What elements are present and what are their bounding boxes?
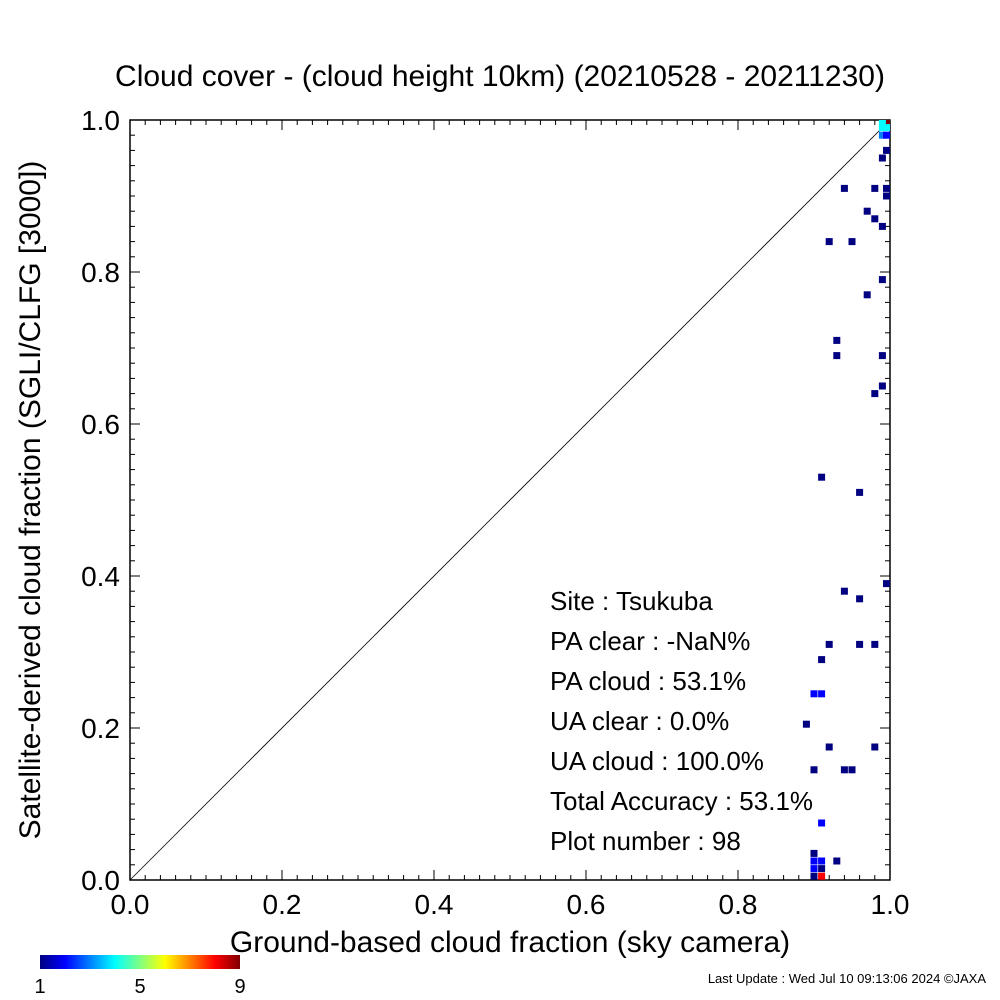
statistics-box: Site : Tsukuba PA clear : -NaN% PA cloud :… bbox=[550, 586, 813, 856]
data-point bbox=[856, 488, 864, 496]
data-point bbox=[818, 865, 826, 873]
stat-line: UA clear : 0.0% bbox=[550, 706, 729, 736]
data-point bbox=[833, 352, 841, 360]
data-point bbox=[878, 382, 886, 390]
data-point bbox=[825, 743, 833, 751]
colorbar: 1 5 9 bbox=[34, 955, 246, 998]
data-point bbox=[878, 222, 886, 230]
data-point bbox=[833, 336, 841, 344]
data-point bbox=[856, 595, 864, 603]
data-point bbox=[871, 215, 879, 223]
data-point bbox=[856, 640, 864, 648]
data-point bbox=[818, 819, 826, 827]
data-point bbox=[810, 865, 818, 873]
colorbar-gradient bbox=[40, 955, 240, 969]
data-point bbox=[810, 857, 818, 865]
data-point bbox=[848, 238, 856, 246]
data-point bbox=[863, 291, 871, 299]
data-point bbox=[840, 587, 848, 595]
colorbar-tick-label: 9 bbox=[234, 976, 245, 998]
stat-line: Total Accuracy : 53.1% bbox=[550, 786, 813, 816]
data-point bbox=[863, 207, 871, 215]
data-point bbox=[883, 120, 890, 127]
data-point bbox=[810, 690, 818, 698]
data-point bbox=[878, 131, 886, 139]
data-point bbox=[883, 184, 890, 192]
data-points bbox=[802, 120, 890, 880]
data-point bbox=[871, 743, 879, 751]
data-point bbox=[818, 473, 826, 481]
data-point bbox=[871, 390, 879, 398]
stat-line: PA cloud : 53.1% bbox=[550, 666, 746, 696]
data-point bbox=[840, 766, 848, 774]
data-point bbox=[883, 131, 890, 139]
data-point bbox=[818, 656, 826, 664]
data-point bbox=[825, 640, 833, 648]
y-tick-label: 0.0 bbox=[81, 865, 120, 896]
y-axis-title: Satellite-derived cloud fraction (SGLI/C… bbox=[14, 161, 47, 840]
tick-labels: 0.0 0.2 0.4 0.6 0.8 1.0 0.0 0.2 0.4 0.6 0.8 1.0 bbox=[81, 105, 909, 920]
data-point bbox=[871, 184, 879, 192]
colorbar-tick-label: 5 bbox=[134, 976, 145, 998]
y-tick-label: 0.2 bbox=[81, 713, 120, 744]
data-point bbox=[810, 849, 818, 857]
plot-area: 0.0 0.2 0.4 0.6 0.8 1.0 0.0 0.2 0.4 0.6 0.8 1.0 bbox=[81, 105, 909, 920]
x-tick-label: 0.4 bbox=[415, 889, 454, 920]
x-tick-label: 0.2 bbox=[263, 889, 302, 920]
stat-line: UA cloud : 100.0% bbox=[550, 746, 764, 776]
data-point bbox=[878, 120, 886, 127]
data-point bbox=[878, 154, 886, 162]
x-tick-label: 0.8 bbox=[719, 889, 758, 920]
x-tick-label: 0.6 bbox=[567, 889, 606, 920]
data-point bbox=[818, 690, 826, 698]
x-tick-label: 0.0 bbox=[111, 889, 150, 920]
y-tick-label: 0.6 bbox=[81, 409, 120, 440]
x-axis-title: Ground-based cloud fraction (sky camera) bbox=[230, 926, 790, 959]
stat-line: PA clear : -NaN% bbox=[550, 626, 750, 656]
one-to-one-line bbox=[129, 119, 891, 881]
data-point bbox=[802, 720, 810, 728]
y-tick-label: 1.0 bbox=[81, 105, 120, 136]
chart-title: Cloud cover - (cloud height 10km) (20210… bbox=[115, 60, 885, 93]
minor-ticks bbox=[130, 120, 890, 880]
y-tick-label: 0.8 bbox=[81, 257, 120, 288]
stat-line: Site : Tsukuba bbox=[550, 586, 713, 616]
data-point bbox=[883, 192, 890, 200]
data-point bbox=[878, 124, 886, 132]
x-tick-label: 1.0 bbox=[871, 889, 910, 920]
data-point bbox=[825, 238, 833, 246]
data-point bbox=[883, 124, 890, 132]
data-point bbox=[810, 766, 818, 774]
data-point bbox=[833, 857, 841, 865]
data-point bbox=[878, 276, 886, 284]
colorbar-tick-label: 1 bbox=[34, 976, 45, 998]
data-point bbox=[848, 766, 856, 774]
data-point bbox=[840, 184, 848, 192]
data-point bbox=[883, 146, 890, 154]
data-point bbox=[818, 857, 826, 865]
data-point bbox=[883, 580, 890, 588]
data-point bbox=[810, 872, 818, 880]
data-point bbox=[818, 872, 826, 880]
last-update-text: Last Update : Wed Jul 10 09:13:06 2024 ©… bbox=[708, 971, 987, 986]
data-point bbox=[871, 640, 879, 648]
stat-line: Plot number : 98 bbox=[550, 826, 741, 856]
y-tick-label: 0.4 bbox=[81, 561, 120, 592]
data-point bbox=[878, 352, 886, 360]
